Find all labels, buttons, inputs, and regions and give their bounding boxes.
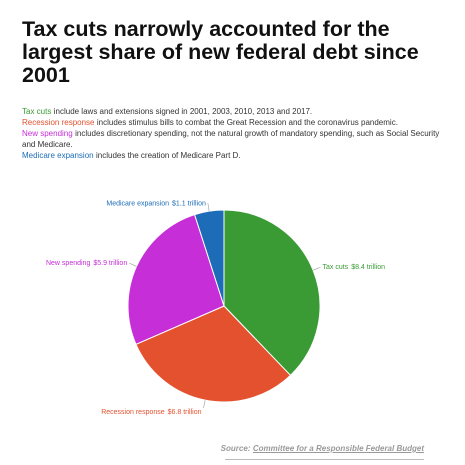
slice-label-value: $1.1 trillion — [172, 200, 206, 207]
slice-label: Medicare expansion $1.1 trillion — [106, 200, 206, 207]
note-term: Tax cuts — [22, 107, 52, 116]
pie-slice — [193, 209, 225, 307]
leader-line — [129, 262, 137, 267]
slice-label: Recession response $6.8 trillion — [101, 409, 201, 416]
slice-label-name: Recession response — [101, 409, 165, 416]
note-term: Recession response — [22, 118, 95, 127]
source-link[interactable]: Committee for a Responsible Federal Budg… — [252, 444, 424, 453]
slice-label: Tax cuts $8.4 trillion — [323, 264, 386, 271]
pie-slice — [135, 305, 292, 403]
notes: Tax cuts include laws and extensions sign… — [22, 106, 442, 161]
note: Recession response includes stimulus bill… — [22, 117, 442, 128]
note-text: include laws and extensions signed in 20… — [53, 107, 313, 116]
leader-line — [207, 203, 210, 212]
note: Tax cuts include laws and extensions sign… — [22, 106, 442, 117]
note: New spending includes discretionary spend… — [22, 128, 442, 150]
note-term: Medicare expansion — [22, 151, 94, 160]
note-text: includes stimulus bills to combat the Gr… — [96, 118, 398, 127]
chart-title: Tax cuts narrowly accounted for the larg… — [22, 17, 419, 87]
leader-line — [312, 266, 321, 271]
source: Source: Committee for a Responsible Feder… — [221, 444, 424, 453]
note-term: New spending — [22, 129, 73, 138]
slice-label-name: Medicare expansion — [106, 200, 169, 207]
note-text: includes discretionary spending, not the… — [22, 129, 440, 149]
slice-label-name: Tax cuts — [323, 264, 349, 271]
slice-label-value: $5.9 trillion — [93, 260, 127, 267]
slice-label-value: $8.4 trillion — [351, 264, 385, 271]
slice-label: New spending $5.9 trillion — [46, 260, 127, 267]
source-label: Source: — [220, 444, 251, 453]
slice-label-value: $6.8 trillion — [168, 409, 202, 416]
divider — [225, 459, 424, 460]
note-text: includes the creation of Medicare Part D… — [96, 151, 241, 160]
leader-line — [203, 400, 206, 409]
note: Medicare expansion includes the creation … — [22, 150, 442, 161]
slice-label-name: New spending — [46, 260, 90, 267]
